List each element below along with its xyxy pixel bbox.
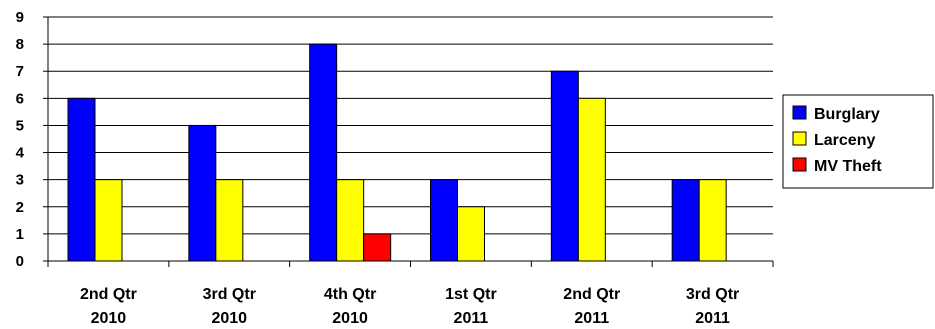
legend-label: Burglary [814,106,880,123]
axes [43,16,774,267]
x-category-label: 3rd Qtr [686,286,739,303]
bar-larceny [215,179,244,262]
x-tick-labels: 2nd Qtr 2010 3rd Qtr 2010 4th Qtr 2010 1st Qtr… [80,286,739,327]
y-tick-label: 6 [16,90,24,107]
x-category-label: 2nd Qtr [80,286,137,303]
bar-burglary [309,43,338,262]
y-tick-labels: 0 1 2 3 4 5 6 7 8 9 [16,9,25,270]
legend-swatch [792,157,807,172]
x-category-label: 3rd Qtr [203,286,256,303]
x-category-label: 1st Qtr [445,286,497,303]
bar-mv-theft [363,233,392,262]
x-category-label: 2011 [574,310,609,327]
gridlines [48,16,773,235]
y-tick-label: 5 [16,117,24,134]
x-category-label: 2010 [91,310,127,327]
bar-larceny [336,179,365,262]
y-tick-label: 2 [16,199,24,216]
y-tick-label: 0 [16,253,24,270]
bar-larceny [577,97,606,262]
bar-larceny [457,206,485,262]
legend: Burglary Larceny MV Theft [782,94,934,189]
x-category-label: 2011 [695,310,730,327]
x-category-label: 2010 [211,310,247,327]
bar-larceny [94,179,123,262]
y-tick-label: 8 [16,36,24,53]
bar-burglary [550,70,579,262]
bar-burglary [430,179,458,262]
y-tick-label: 4 [16,145,25,162]
legend-swatch [792,105,807,120]
y-tick-label: 9 [16,9,24,26]
x-category-label: 2011 [454,310,489,327]
x-category-label: 2nd Qtr [563,286,620,303]
legend-label: Larceny [814,132,875,149]
legend-box [782,94,934,189]
y-tick-label: 3 [16,172,24,189]
y-tick-label: 7 [16,63,24,80]
y-tick-label: 1 [16,226,24,243]
x-category-label: 2010 [332,310,368,327]
bars [67,43,727,262]
bar-burglary [671,179,700,262]
legend-label: MV Theft [814,158,882,175]
bar-larceny [698,179,727,262]
bar-burglary [188,124,217,262]
x-category-label: 4th Qtr [324,286,376,303]
bar-burglary [67,97,96,262]
legend-swatch [792,131,807,146]
